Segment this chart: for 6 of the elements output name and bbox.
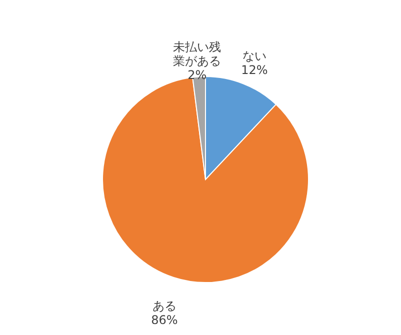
data-label: 86% [151,312,178,327]
slice-label: ある [152,298,176,313]
slice-label: 未払い残業がある [173,40,222,68]
data-label: 12% [241,62,268,77]
data-label: 2% [188,68,207,82]
slice-label: ない [242,48,266,63]
